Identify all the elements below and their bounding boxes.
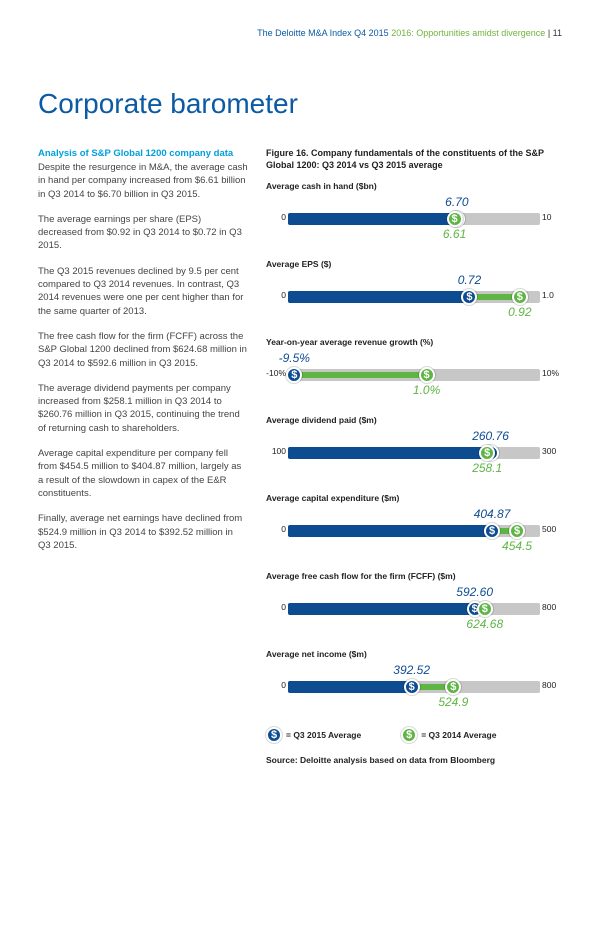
- dollar-marker-icon: $: [461, 289, 477, 305]
- value-label-2014: 524.9: [438, 695, 468, 709]
- axis-max-label: 1.0: [542, 290, 562, 300]
- bar-track: $$-9.5%1.0%: [288, 369, 540, 381]
- metric-label: Average EPS ($): [266, 259, 562, 269]
- bar-row: 0 800$$592.60624.68: [266, 585, 562, 635]
- value-label-2015: 6.70: [445, 195, 468, 209]
- dollar-marker-icon: $: [447, 211, 463, 227]
- legend-label-2014: = Q3 2014 Average: [421, 730, 496, 740]
- legend-label-2015: = Q3 2015 Average: [286, 730, 361, 740]
- metric-row: Average EPS ($) 0 1.0 $ $0.72 0.92: [266, 259, 562, 323]
- bar-segment-blue: [288, 291, 469, 303]
- bar-segment-blue: [288, 681, 412, 693]
- bar-row: 0 500 $ $404.87 454.5: [266, 507, 562, 557]
- dollar-marker-icon: $: [509, 523, 525, 539]
- value-label-2014: 1.0%: [413, 383, 440, 397]
- metric-row: Average capital expenditure ($m) 0 500 $ $40…: [266, 493, 562, 557]
- metric-label: Year-on-year average revenue growth (%): [266, 337, 562, 347]
- metric-label: Average net income ($m): [266, 649, 562, 659]
- metric-row: Average cash in hand ($bn) 0 10$$6.706.61: [266, 181, 562, 245]
- body-paragraph: Finally, average net earnings have decli…: [38, 512, 248, 552]
- bar-segment-blue: [288, 525, 492, 537]
- value-label-2015: 260.76: [472, 429, 509, 443]
- metric-row: Average dividend paid ($m) 100 300$$260.76…: [266, 415, 562, 479]
- header-title-blue: The Deloitte M&A Index Q4 2015: [257, 28, 389, 38]
- axis-max-label: 10: [542, 212, 562, 222]
- value-label-2014: 624.68: [466, 617, 503, 631]
- page-title: Corporate barometer: [38, 88, 562, 120]
- dollar-marker-icon: $: [401, 727, 417, 743]
- metrics-container: Average cash in hand ($bn)010$$6.706.61A…: [266, 181, 562, 713]
- body-paragraph: Despite the resurgence in M&A, the avera…: [38, 161, 248, 201]
- bar-track: $$404.87454.5: [288, 525, 540, 537]
- value-label-2014: 0.92: [508, 305, 531, 319]
- dollar-marker-icon: $: [477, 601, 493, 617]
- axis-min-label: 0: [266, 290, 286, 300]
- page-header: The Deloitte M&A Index Q4 2015 2016: Opp…: [38, 24, 562, 38]
- body-paragraph: The free cash flow for the firm (FCFF) a…: [38, 330, 248, 370]
- bar-row: 0 1.0 $ $0.72 0.92: [266, 273, 562, 323]
- value-label-2015: 592.60: [456, 585, 493, 599]
- axis-min-label: 0: [266, 602, 286, 612]
- value-label-2014: 454.5: [502, 539, 532, 553]
- figure-title: Figure 16. Company fundamentals of the c…: [266, 148, 562, 171]
- bar-row: 0 800 $ $392.52 524.9: [266, 663, 562, 713]
- value-label-2015: 392.52: [393, 663, 430, 677]
- bar-row: -10% 10% $ $ -9.5% 1.0%: [266, 351, 562, 401]
- body-paragraph: Average capital expenditure per company …: [38, 447, 248, 500]
- header-title-green: 2016: Opportunities amidst divergence: [391, 28, 545, 38]
- bar-segment-blue: [288, 213, 455, 225]
- bar-track: $$260.76258.1: [288, 447, 540, 459]
- chart-legend: $ = Q3 2015 Average $ = Q3 2014 Average: [266, 727, 562, 743]
- legend-item-2014: $ = Q3 2014 Average: [401, 727, 496, 743]
- value-label-2015: -9.5%: [279, 351, 310, 365]
- metric-label: Average cash in hand ($bn): [266, 181, 562, 191]
- right-column: Figure 16. Company fundamentals of the c…: [266, 148, 562, 765]
- axis-max-label: 800: [542, 680, 562, 690]
- bar-row: 100 300$$260.76258.1: [266, 429, 562, 479]
- metric-row: Year-on-year average revenue growth (%) -…: [266, 337, 562, 401]
- legend-item-2015: $ = Q3 2015 Average: [266, 727, 361, 743]
- metric-row: Average free cash flow for the firm (FCF…: [266, 571, 562, 635]
- body-paragraph: The average dividend payments per compan…: [38, 382, 248, 435]
- axis-max-label: 500: [542, 524, 562, 534]
- axis-max-label: 10%: [542, 368, 562, 378]
- dollar-marker-icon: $: [512, 289, 528, 305]
- axis-max-label: 800: [542, 602, 562, 612]
- bar-track: $$592.60624.68: [288, 603, 540, 615]
- metric-label: Average free cash flow for the firm (FCF…: [266, 571, 562, 581]
- bar-track: $$6.706.61: [288, 213, 540, 225]
- metric-row: Average net income ($m) 0 800 $ $392.52 524.9: [266, 649, 562, 713]
- bar-row: 0 10$$6.706.61: [266, 195, 562, 245]
- bar-segment-blue: [288, 447, 487, 459]
- dollar-marker-icon: $: [286, 367, 302, 383]
- axis-min-label: 0: [266, 524, 286, 534]
- value-label-2014: 258.1: [472, 461, 502, 475]
- metric-label: Average dividend paid ($m): [266, 415, 562, 425]
- axis-min-label: 0: [266, 680, 286, 690]
- dollar-marker-icon: $: [445, 679, 461, 695]
- bar-segment-green: [294, 372, 426, 378]
- value-label-2014: 6.61: [443, 227, 466, 241]
- axis-min-label: -10%: [266, 368, 286, 378]
- value-label-2015: 0.72: [458, 273, 481, 287]
- header-page-number: | 11: [548, 28, 562, 38]
- dollar-marker-icon: $: [484, 523, 500, 539]
- axis-min-label: 0: [266, 212, 286, 222]
- bar-segment-blue: [288, 603, 475, 615]
- value-label-2015: 404.87: [474, 507, 511, 521]
- left-column: Analysis of S&P Global 1200 company data…: [38, 148, 248, 765]
- body-paragraph: The Q3 2015 revenues declined by 9.5 per…: [38, 265, 248, 318]
- metric-label: Average capital expenditure ($m): [266, 493, 562, 503]
- analysis-subhead: Analysis of S&P Global 1200 company data: [38, 148, 248, 159]
- bar-track: $$0.720.92: [288, 291, 540, 303]
- axis-max-label: 300: [542, 446, 562, 456]
- content-columns: Analysis of S&P Global 1200 company data…: [38, 148, 562, 765]
- bar-track: $$392.52524.9: [288, 681, 540, 693]
- figure-source: Source: Deloitte analysis based on data …: [266, 755, 562, 765]
- body-paragraph: The average earnings per share (EPS) dec…: [38, 213, 248, 253]
- dollar-marker-icon: $: [404, 679, 420, 695]
- dollar-marker-icon: $: [419, 367, 435, 383]
- axis-min-label: 100: [266, 446, 286, 456]
- dollar-marker-icon: $: [266, 727, 282, 743]
